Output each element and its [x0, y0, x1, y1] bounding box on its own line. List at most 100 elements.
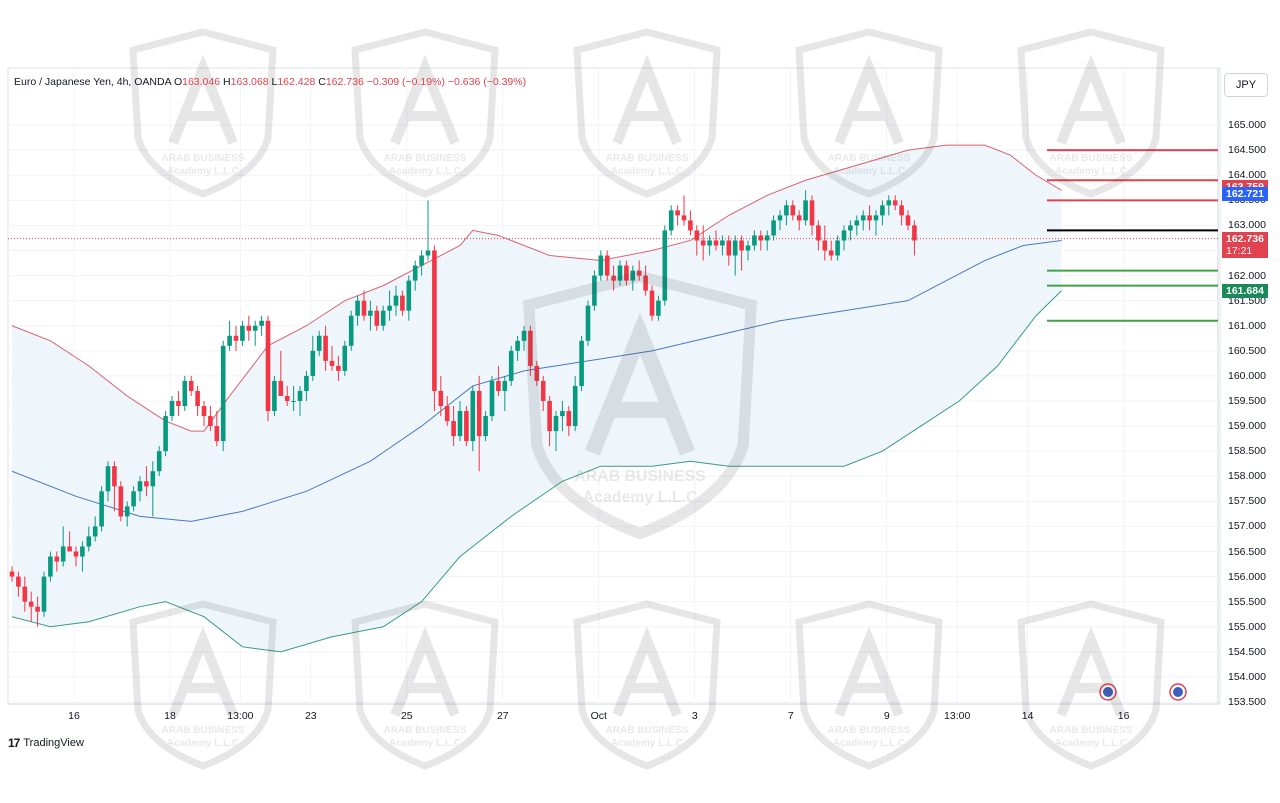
candle [822, 225, 828, 261]
candle-body [92, 526, 98, 537]
candle-body [342, 345, 348, 371]
candle-body [771, 220, 776, 236]
candle-body [662, 230, 668, 301]
legend-symbol[interactable]: Euro / Japanese Yen, 4h, OANDA [14, 76, 172, 88]
time-tick-label: 14 [1021, 710, 1034, 722]
candle-body [48, 556, 53, 577]
candle [483, 411, 488, 442]
price-tick-label: 156.500 [1228, 545, 1266, 558]
candle-body [265, 320, 271, 412]
candle-body [137, 481, 143, 492]
time-tick-label: Oct [590, 710, 607, 722]
candle [656, 295, 661, 321]
chart-legend[interactable]: Euro / Japanese Yen, 4h, OANDA O163.046 … [14, 76, 526, 88]
candle-body [579, 340, 584, 386]
candle-body [739, 240, 744, 251]
candle [291, 385, 296, 412]
candle-body [617, 265, 623, 281]
candle-body [316, 335, 322, 351]
level-lines [1047, 149, 1218, 322]
candle [310, 335, 316, 381]
candle-body [649, 290, 655, 316]
candle-body [54, 556, 60, 562]
candle [323, 325, 328, 371]
candle [649, 285, 655, 321]
candle [92, 516, 98, 542]
candle-body [476, 390, 482, 437]
candle [22, 576, 28, 612]
candle [611, 265, 616, 291]
candle-body [816, 225, 821, 241]
candle-body [348, 315, 354, 346]
candle-body [656, 300, 661, 316]
candle-body [502, 380, 508, 391]
candle-body [444, 406, 450, 422]
candle-body [195, 390, 200, 407]
candle [86, 526, 92, 552]
candle [35, 596, 40, 627]
bollinger-bands [8, 144, 1218, 653]
candle [80, 541, 85, 572]
candle [105, 461, 111, 502]
candle-body [707, 240, 712, 246]
candle [854, 215, 860, 236]
candle [892, 195, 898, 211]
candle-body [822, 240, 828, 251]
candle-body [560, 411, 565, 417]
candle-body [726, 240, 732, 256]
candle [297, 385, 303, 417]
candle-body [534, 365, 540, 381]
candle-body [496, 380, 501, 391]
candle [476, 375, 482, 472]
time-tick-label: 27 [496, 710, 509, 722]
candle-body [380, 310, 386, 326]
candle-body [163, 416, 168, 452]
candle-body [451, 421, 456, 437]
candle [745, 240, 751, 261]
candle-body [355, 300, 360, 316]
price-tick-label: 157.500 [1228, 495, 1266, 508]
candle-body [508, 350, 514, 381]
tradingview-mark-icon: 17 [8, 736, 20, 750]
candle [412, 260, 418, 291]
candle [188, 375, 194, 396]
middle-band-price-tag: 162.721 [1222, 187, 1268, 202]
candle-body [572, 385, 578, 427]
candle-body [611, 275, 616, 281]
candle-body [515, 340, 520, 351]
middle-band-line [11, 239, 1062, 522]
price-tick-label: 163.000 [1228, 219, 1266, 232]
candle [880, 200, 885, 226]
candle-body [201, 406, 207, 417]
candle-body [22, 586, 28, 602]
candle [227, 320, 232, 351]
candle-body [220, 345, 226, 442]
event-icon-inner [1103, 687, 1113, 697]
candle [406, 275, 412, 321]
candle [828, 240, 834, 261]
candle [361, 290, 367, 321]
tradingview-logo[interactable]: 17 TradingView [8, 736, 84, 750]
price-tick-label: 161.000 [1228, 319, 1266, 332]
candle-body [745, 245, 751, 251]
candle-body [291, 401, 296, 402]
candle-body [214, 426, 220, 442]
price-tick-label: 154.500 [1228, 645, 1266, 658]
candle [758, 230, 764, 251]
price-tick-label: 160.000 [1228, 369, 1266, 382]
candle [496, 365, 501, 396]
candle-body [60, 546, 66, 562]
support-price-tag: 161.684 [1222, 284, 1268, 299]
candle [201, 401, 207, 427]
candle-body [272, 380, 277, 412]
currency-button[interactable]: JPY [1224, 73, 1268, 97]
candle-body [323, 335, 328, 361]
time-tick-label: 18 [164, 710, 176, 722]
candle-body [604, 255, 610, 276]
event-icon-inner [1173, 687, 1183, 697]
candle [156, 446, 162, 477]
candle [630, 265, 636, 291]
candle-body [80, 546, 85, 557]
candle [732, 235, 738, 276]
